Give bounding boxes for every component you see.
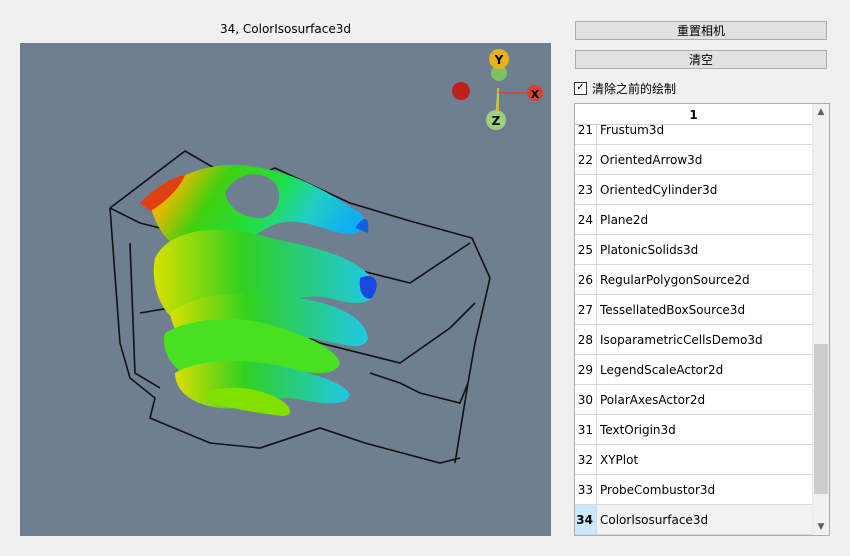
list-item-number: 31	[575, 415, 597, 444]
list-item[interactable]: 27 TessellatedBoxSource3d	[575, 295, 812, 325]
list-item-number: 29	[575, 355, 597, 384]
list-item-number: 33	[575, 475, 597, 504]
list-item-label: TextOrigin3d	[600, 422, 676, 437]
list-item-label: IsoparametricCellsDemo3d	[600, 332, 763, 347]
isosurface-mesh	[140, 164, 377, 416]
chevron-down-icon[interactable]: ▼	[817, 522, 825, 532]
checkmark-icon: ✓	[576, 82, 585, 93]
list-item[interactable]: 34 ColorIsosurface3d	[575, 505, 812, 535]
z-axis-label: Z	[492, 114, 501, 128]
list-item-number: 28	[575, 325, 597, 354]
list-scrollbar[interactable]: ▲ ▼	[812, 104, 829, 535]
origin-sphere	[452, 82, 470, 100]
x-axis-marker	[527, 85, 543, 101]
list-item-number: 23	[575, 175, 597, 204]
list-item-number: 21	[575, 115, 597, 144]
list-item-label: ProbeCombustor3d	[600, 482, 716, 497]
list-item-label: OrientedCylinder3d	[600, 182, 718, 197]
list-item-label: LegendScaleActor2d	[600, 362, 724, 377]
list-item-number: 30	[575, 385, 597, 414]
chevron-up-icon[interactable]: ▲	[817, 107, 825, 117]
orientation-axes: Y X Z	[452, 49, 543, 130]
list-item[interactable]: 33 ProbeCombustor3d	[575, 475, 812, 505]
list-item-number: 25	[575, 235, 597, 264]
list-item-label: TessellatedBoxSource3d	[600, 302, 746, 317]
list-item-number: 27	[575, 295, 597, 324]
list-item[interactable]: 21 Frustum3d	[575, 115, 812, 145]
z-axis-marker	[486, 110, 506, 130]
clear-previous-checkbox-row[interactable]: ✓ 清除之前的绘制	[574, 79, 676, 97]
list-column-header[interactable]: 1	[575, 104, 812, 125]
view-title: 34, ColorIsosurface3d	[220, 22, 351, 36]
list-item[interactable]: 29 LegendScaleActor2d	[575, 355, 812, 385]
list-item-number: 22	[575, 145, 597, 174]
list-item-label: OrientedArrow3d	[600, 152, 703, 167]
list-item[interactable]: 26 RegularPolygonSource2d	[575, 265, 812, 295]
list-item[interactable]: 28 IsoparametricCellsDemo3d	[575, 325, 812, 355]
reset-camera-button[interactable]: 重置相机	[575, 21, 827, 40]
list-item-label: Plane2d	[600, 212, 649, 227]
list-item[interactable]: 31 TextOrigin3d	[575, 415, 812, 445]
scroll-thumb[interactable]	[814, 344, 828, 495]
list-item-label: ColorIsosurface3d	[600, 512, 709, 527]
clear-previous-label: 清除之前的绘制	[592, 81, 677, 96]
example-list[interactable]: 21 Frustum3d 22 OrientedArrow3d 23 OrientedCy…	[574, 103, 830, 536]
list-item-number: 32	[575, 445, 597, 474]
x-axis-label: X	[531, 88, 540, 101]
list-item-label: RegularPolygonSource2d	[600, 272, 750, 287]
list-item-label: PlatonicSolids3d	[600, 242, 699, 257]
list-item-number: 24	[575, 205, 597, 234]
list-item[interactable]: 25 PlatonicSolids3d	[575, 235, 812, 265]
list-item-number: 34	[575, 505, 597, 534]
isosurface-scene: Y X Z	[109, 49, 543, 464]
render-viewport[interactable]: Y X Z	[20, 43, 551, 536]
list-item[interactable]: 32 XYPlot	[575, 445, 812, 475]
list-item-number: 26	[575, 265, 597, 294]
clear-previous-checkbox[interactable]: ✓	[574, 81, 587, 95]
list-item[interactable]: 24 Plane2d	[575, 205, 812, 235]
list-item-label: XYPlot	[600, 452, 639, 467]
y-axis-label: Y	[494, 53, 504, 67]
list-item[interactable]: 23 OrientedCylinder3d	[575, 175, 812, 205]
list-item-label: Frustum3d	[600, 122, 665, 137]
list-item[interactable]: 22 OrientedArrow3d	[575, 145, 812, 175]
list-item[interactable]: 30 PolarAxesActor2d	[575, 385, 812, 415]
clear-button[interactable]: 清空	[575, 50, 827, 69]
list-item-label: PolarAxesActor2d	[600, 392, 706, 407]
y-axis-marker	[489, 49, 509, 69]
